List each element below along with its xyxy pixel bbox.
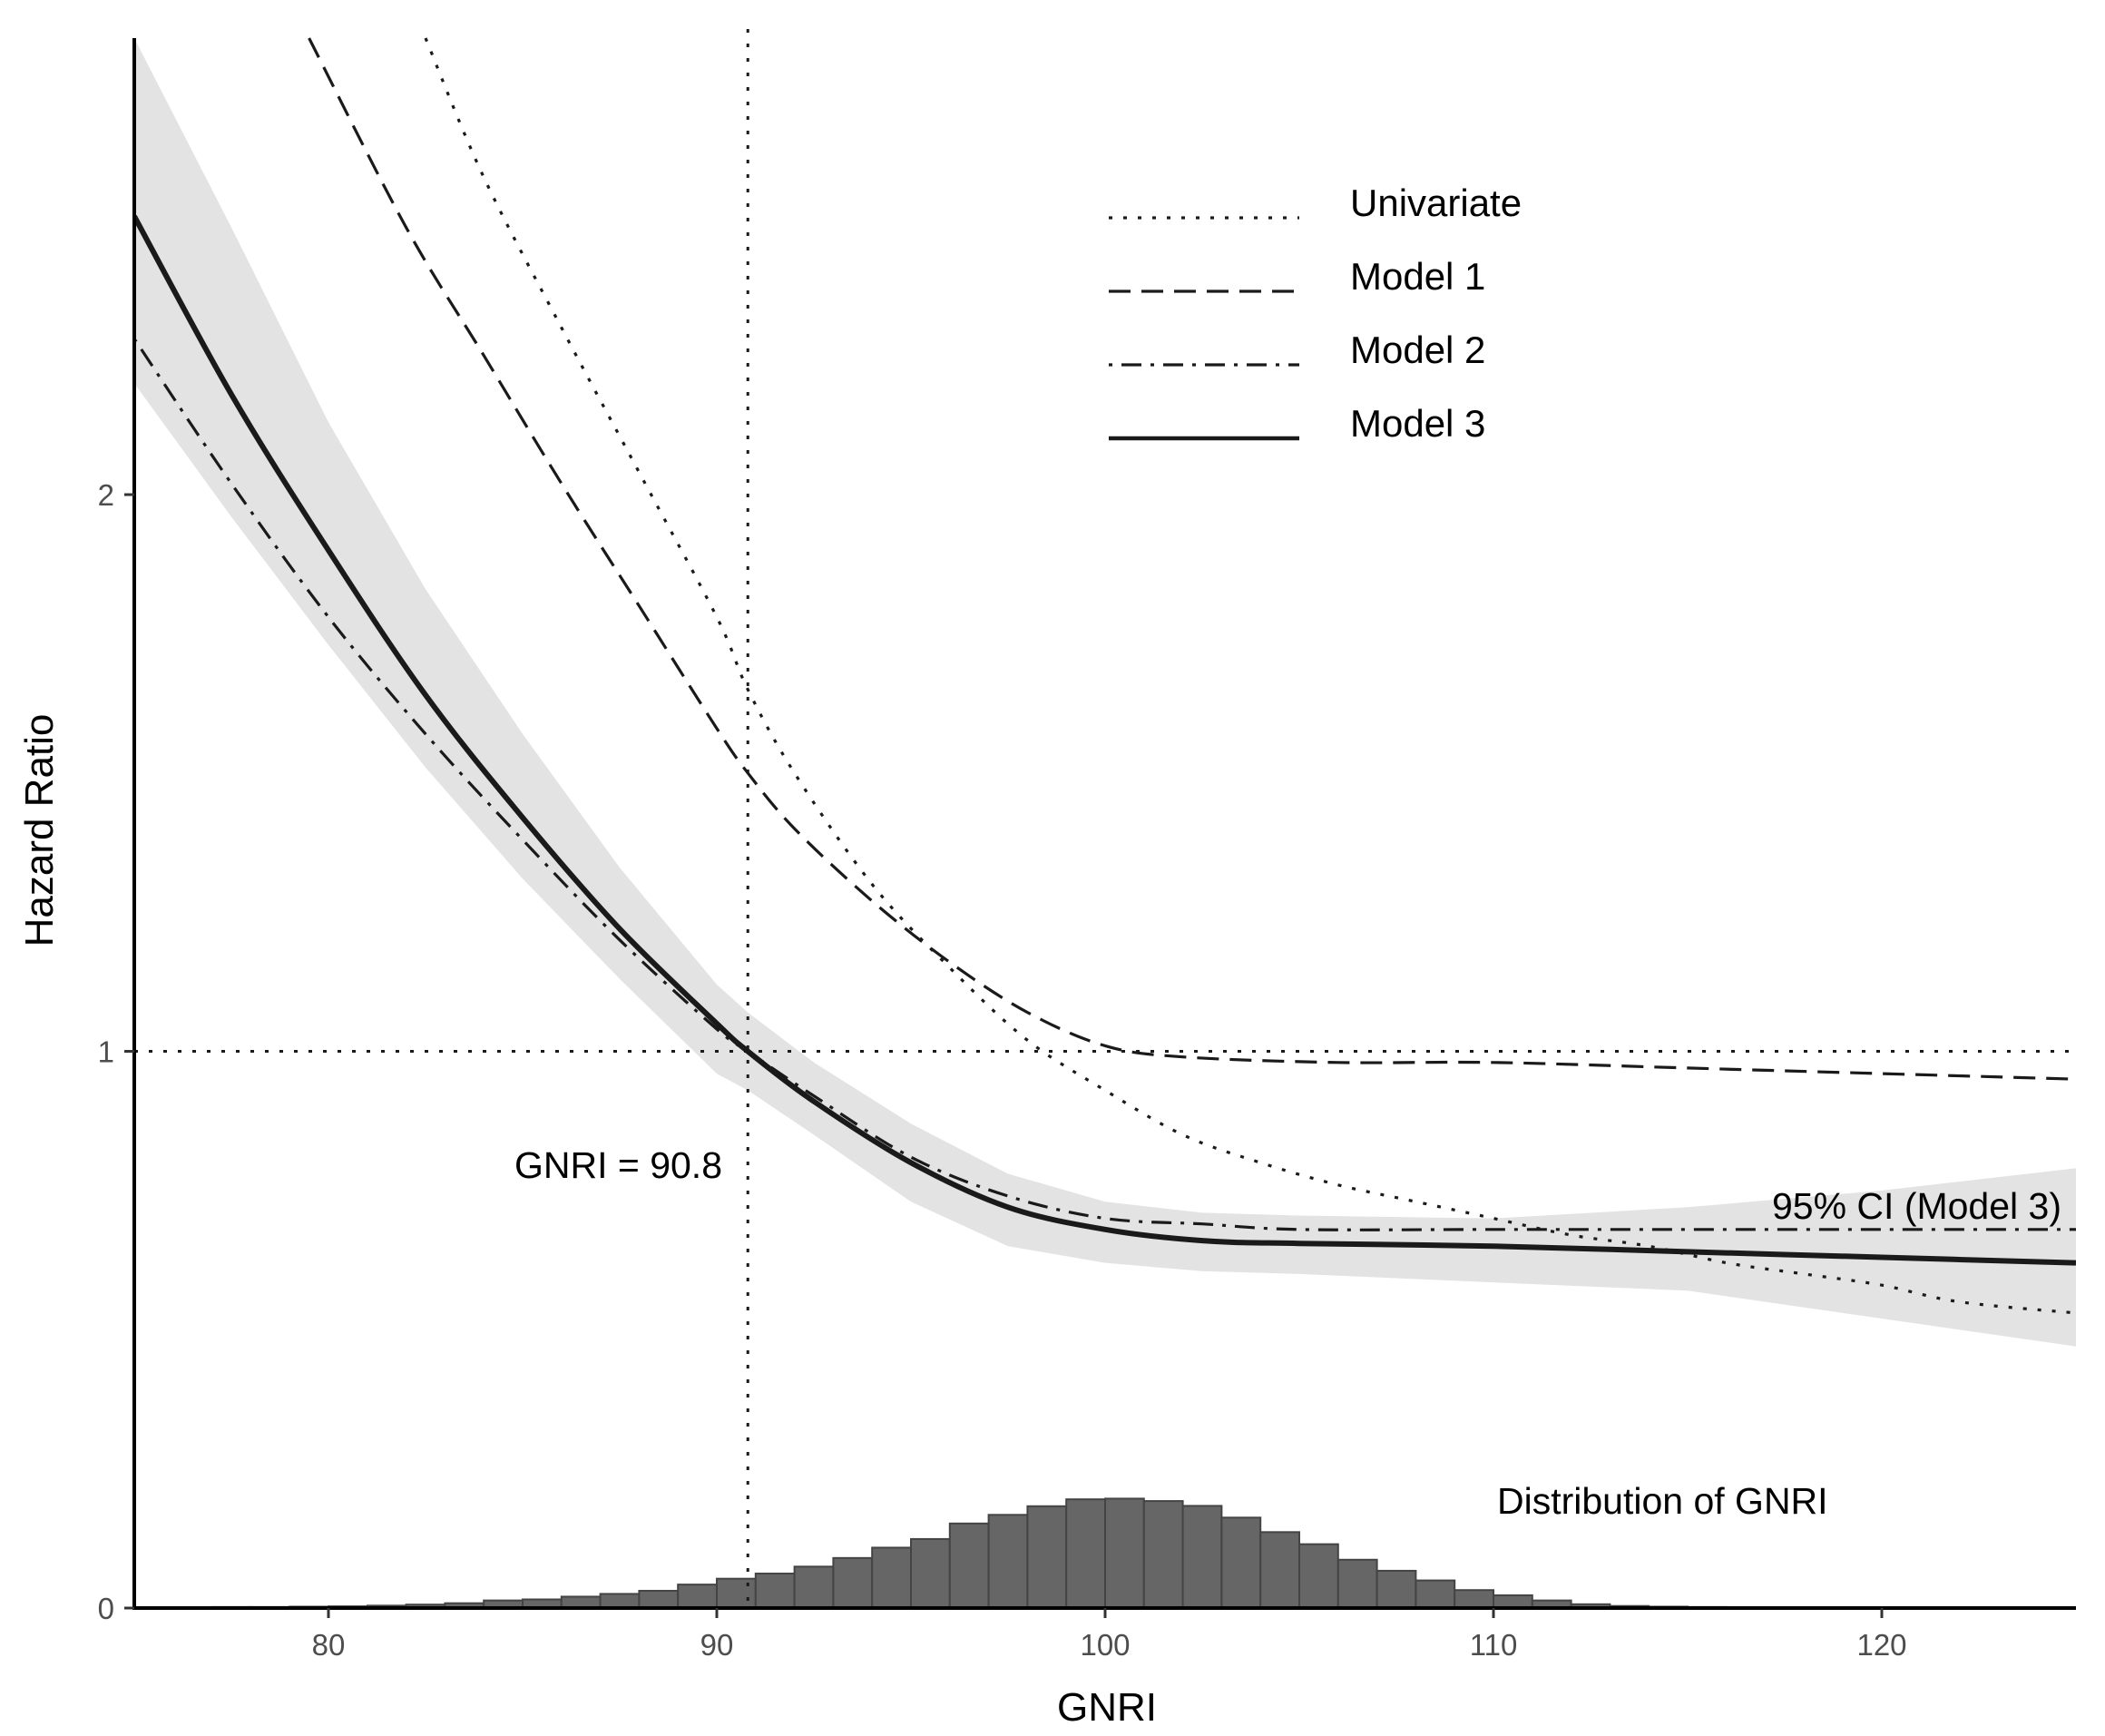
histogram-bar bbox=[1026, 1505, 1068, 1608]
curves-layer bbox=[134, 37, 2076, 1315]
legend-label-model-2: Model 2 bbox=[1350, 329, 1485, 371]
histogram-bar bbox=[1104, 1497, 1145, 1608]
curve-univariate bbox=[424, 37, 2076, 1315]
legend-label-model-1: Model 1 bbox=[1350, 255, 1485, 298]
ci-band-model-3 bbox=[134, 38, 2076, 1347]
axes-layer: 80 90 100 110 120 0 1 2 bbox=[98, 38, 2076, 1662]
x-tick-label: 90 bbox=[700, 1628, 734, 1662]
y-tick-label: 2 bbox=[98, 478, 114, 512]
legend-label-univariate: Univariate bbox=[1350, 181, 1522, 224]
histogram-bar bbox=[910, 1537, 951, 1608]
histogram-bar bbox=[677, 1584, 719, 1608]
reference-lines-layer bbox=[134, 29, 2076, 1608]
histogram-bar bbox=[599, 1593, 641, 1608]
y-tick-label: 1 bbox=[98, 1035, 114, 1069]
legend-label-model-3: Model 3 bbox=[1350, 402, 1485, 445]
y-tick-label: 0 bbox=[98, 1592, 114, 1625]
x-tick-label: 110 bbox=[1470, 1628, 1518, 1662]
histogram-bar bbox=[716, 1577, 757, 1608]
histogram-bar bbox=[1493, 1594, 1533, 1608]
x-tick-label: 120 bbox=[1856, 1628, 1906, 1662]
histogram-bar bbox=[793, 1565, 835, 1608]
histogram-bar bbox=[754, 1572, 796, 1608]
ci-band-layer bbox=[134, 38, 2076, 1347]
legend: Univariate Model 1 Model 2 Model 3 bbox=[1109, 181, 1522, 445]
histogram-layer bbox=[134, 1497, 1845, 1608]
cutoff-annotation: GNRI = 90.8 bbox=[514, 1144, 722, 1186]
histogram-bar bbox=[1142, 1500, 1184, 1608]
histogram-bar bbox=[1259, 1531, 1300, 1608]
histogram-annotation: Distribution of GNRI bbox=[1497, 1480, 1828, 1522]
histogram-bar bbox=[987, 1514, 1029, 1608]
histogram-bar bbox=[1336, 1558, 1378, 1608]
x-tick-label: 80 bbox=[312, 1628, 346, 1662]
histogram-bar bbox=[1415, 1579, 1456, 1608]
x-axis-title: GNRI bbox=[1057, 1685, 1157, 1730]
histogram-bar bbox=[948, 1522, 990, 1608]
y-axis-title: Hazard Ratio bbox=[17, 714, 62, 947]
curve-model-3 bbox=[134, 214, 2076, 1266]
histogram-bar bbox=[638, 1589, 680, 1608]
histogram-bar bbox=[1065, 1498, 1106, 1608]
histogram-bar bbox=[832, 1556, 874, 1608]
ci-annotation: 95% CI (Model 3) bbox=[1772, 1185, 2061, 1227]
histogram-bar bbox=[1376, 1569, 1417, 1608]
histogram-bar bbox=[871, 1546, 913, 1608]
annotation-layer: Hazard Ratio GNRI GNRI = 90.8 95% CI (Mo… bbox=[17, 714, 2061, 1730]
curve-model-1 bbox=[308, 37, 2076, 1081]
histogram-bar bbox=[1220, 1516, 1262, 1608]
histogram-bar bbox=[1454, 1589, 1494, 1608]
x-tick-label: 100 bbox=[1080, 1628, 1130, 1662]
curve-model-2 bbox=[134, 338, 2076, 1231]
histogram-bar bbox=[1181, 1505, 1223, 1608]
histogram-bar bbox=[1298, 1543, 1339, 1608]
